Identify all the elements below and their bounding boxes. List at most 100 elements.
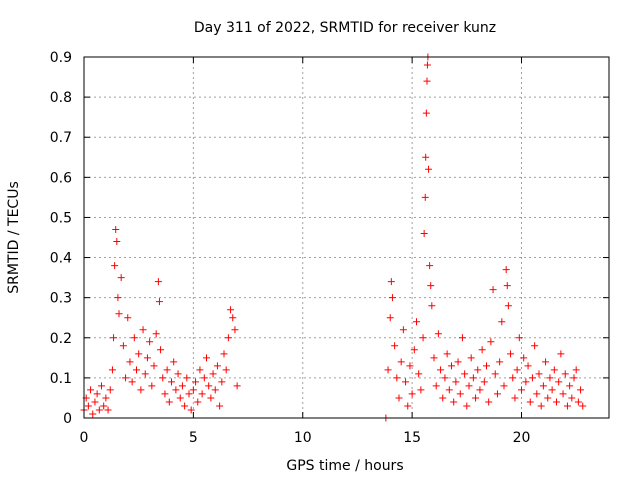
y-tick-label: 0.3 <box>50 291 72 307</box>
data-point <box>133 366 140 374</box>
y-tick-label: 0.5 <box>50 210 72 226</box>
data-point <box>187 406 195 414</box>
data-point <box>465 382 473 390</box>
data-point <box>185 390 193 398</box>
data-point <box>461 370 469 378</box>
data-point <box>194 398 202 406</box>
data-point <box>550 366 558 374</box>
data-point <box>154 278 162 286</box>
data-point <box>130 334 138 342</box>
data-point <box>430 354 438 362</box>
data-point <box>198 390 206 398</box>
data-point <box>555 378 563 386</box>
data-point <box>419 334 427 342</box>
x-tick-label: 20 <box>513 430 531 446</box>
data-point <box>463 402 471 410</box>
data-point <box>483 362 490 370</box>
data-point <box>222 366 230 374</box>
data-point <box>420 229 428 237</box>
data-point <box>93 390 101 398</box>
data-point <box>84 402 92 410</box>
data-point <box>491 370 499 378</box>
data-point <box>124 314 132 322</box>
data-point <box>528 374 536 382</box>
x-tick-label: 0 <box>80 430 89 446</box>
data-point <box>115 310 123 318</box>
data-point <box>422 109 430 117</box>
data-point <box>141 370 149 378</box>
data-point <box>207 394 215 402</box>
data-point <box>102 394 110 402</box>
data-point <box>524 362 532 370</box>
data-point <box>408 390 416 398</box>
data-point <box>165 398 173 406</box>
data-point <box>139 326 147 334</box>
data-point <box>111 262 119 270</box>
data-point <box>406 362 414 370</box>
data-point <box>137 386 145 394</box>
data-point <box>163 366 171 374</box>
data-point <box>579 402 587 410</box>
data-point <box>229 314 237 322</box>
y-tick-label: 0.7 <box>50 130 72 146</box>
data-point <box>474 366 482 374</box>
data-point <box>542 358 550 366</box>
data-point <box>233 382 241 390</box>
data-point <box>472 394 480 402</box>
data-point <box>458 334 466 342</box>
data-point <box>168 378 175 386</box>
data-point <box>152 330 160 338</box>
axis-ticks: 0 0.1 0.2 0.3 0.4 0.5 0.6 0.7 0.8 0.9 0 5 10 15 20 <box>50 50 609 446</box>
data-point <box>511 394 519 402</box>
data-point <box>526 398 534 406</box>
data-point <box>502 266 510 274</box>
data-point <box>513 366 521 374</box>
data-point <box>437 366 445 374</box>
data-point <box>176 394 184 402</box>
data-point <box>104 406 112 414</box>
data-point <box>110 334 118 342</box>
data-point <box>128 378 136 386</box>
data-point <box>448 362 455 370</box>
data-point <box>489 286 497 294</box>
data-point <box>467 354 475 362</box>
data-point <box>533 390 541 398</box>
data-point <box>388 294 396 302</box>
data-point <box>384 366 392 374</box>
data-point <box>539 382 547 390</box>
y-axis-label: SRMTID / TECUs <box>6 181 22 294</box>
data-point <box>183 374 191 382</box>
data-point <box>428 302 436 310</box>
data-point <box>148 382 156 390</box>
data-point <box>509 374 517 382</box>
chart-title: Day 311 of 2022, SRMTID for receiver kun… <box>194 20 496 36</box>
data-point <box>450 398 458 406</box>
data-point <box>159 374 167 382</box>
data-point <box>119 342 127 350</box>
x-axis-label: GPS time / hours <box>286 458 403 474</box>
data-point <box>203 354 210 362</box>
data-point <box>522 378 530 386</box>
data-point <box>561 370 569 378</box>
data-point <box>402 378 410 386</box>
data-point <box>469 374 477 382</box>
data-point <box>422 153 430 161</box>
y-tick-label: 0.8 <box>50 90 72 106</box>
data-point <box>426 262 434 270</box>
data-point <box>487 338 495 346</box>
data-point <box>157 346 165 354</box>
data-point <box>570 374 578 382</box>
data-point <box>568 394 576 402</box>
y-tick-label: 0 <box>63 411 72 427</box>
data-point <box>155 298 163 306</box>
x-tick-label: 10 <box>294 430 312 446</box>
data-point <box>520 354 528 362</box>
data-point <box>174 370 182 378</box>
data-point <box>496 358 504 366</box>
data-point <box>126 358 134 366</box>
data-point <box>485 398 493 406</box>
data-point <box>231 326 239 334</box>
data-point <box>423 77 431 85</box>
data-point <box>566 382 574 390</box>
data-point <box>150 362 158 370</box>
